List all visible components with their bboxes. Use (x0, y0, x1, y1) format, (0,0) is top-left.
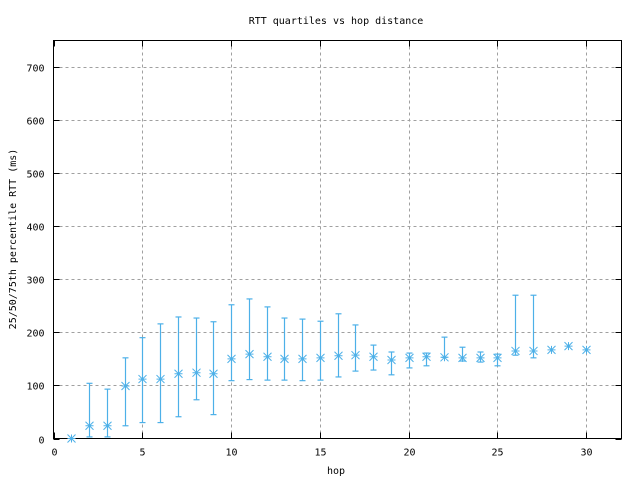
data-point-hop-5 (138, 337, 147, 424)
median-marker (298, 354, 307, 364)
x-tick-label: 15 (314, 448, 326, 459)
plot-border (53, 40, 622, 439)
y-tick-label: 400 (26, 223, 44, 234)
data-point-hop-10 (227, 304, 236, 382)
data-point-hop-17 (351, 324, 360, 372)
y-tick-label: 700 (26, 64, 44, 75)
data-point-hop-12 (263, 306, 272, 381)
median-marker (85, 421, 94, 431)
data-point-hop-24 (476, 351, 485, 363)
median-marker (263, 352, 272, 362)
median-marker (103, 421, 112, 431)
x-axis-label: hop (327, 466, 345, 477)
data-point-hop-19 (387, 351, 396, 376)
data-point-hop-26 (511, 294, 520, 356)
data-point-hop-14 (298, 318, 307, 382)
y-axis-label: 25/50/75th percentile RTT (ms) (8, 149, 19, 330)
ticks: 0 100 200 300 400 500 600 700 0 5 10 15 20 25 30 (26, 40, 622, 459)
data-point-hop-8 (192, 317, 201, 401)
data-point-hop-20 (405, 352, 414, 369)
median-marker (316, 353, 325, 363)
median-marker (476, 353, 485, 363)
data-point-hop-13 (280, 317, 289, 381)
median-marker (192, 368, 201, 378)
median-marker (138, 374, 147, 384)
x-tick-label: 0 (51, 448, 57, 459)
median-marker (280, 354, 289, 364)
data-point-hop-21 (422, 352, 431, 367)
data-point-hop-18 (369, 344, 378, 371)
median-marker (387, 355, 396, 365)
data-point-hop-4 (121, 357, 130, 427)
data-point-hop-22 (440, 336, 449, 362)
median-marker (547, 345, 556, 355)
median-marker (227, 354, 236, 364)
y-tick-label: 100 (26, 382, 44, 393)
data-point-hop-29 (564, 341, 573, 351)
median-marker (422, 352, 431, 362)
median-marker (440, 352, 449, 362)
x-tick-label: 25 (491, 448, 503, 459)
data-point-hop-9 (209, 321, 218, 416)
data-point-hop-25 (493, 353, 502, 367)
data-point-hop-23 (458, 346, 467, 363)
median-marker (529, 346, 538, 356)
median-marker (351, 350, 360, 360)
median-marker (245, 349, 254, 359)
data-point-hop-3 (103, 388, 112, 438)
median-marker (458, 353, 467, 363)
data-point-hop-16 (334, 313, 343, 378)
x-tick-label: 30 (580, 448, 592, 459)
data-point-hop-28 (547, 345, 556, 355)
median-marker (582, 345, 591, 355)
median-marker (564, 341, 573, 351)
x-tick-label: 10 (225, 448, 237, 459)
y-tick-label: 600 (26, 117, 44, 128)
y-tick-label: 0 (38, 436, 44, 447)
chart-title: RTT quartiles vs hop distance (249, 16, 424, 27)
median-marker (209, 369, 218, 379)
median-marker (121, 381, 130, 391)
data-point-hop-1 (67, 434, 76, 443)
median-marker (67, 434, 76, 443)
data-marks (67, 294, 591, 443)
data-point-hop-30 (582, 345, 591, 355)
median-marker (156, 374, 165, 384)
data-point-hop-2 (85, 382, 94, 438)
data-point-hop-7 (174, 316, 183, 418)
x-tick-label: 20 (403, 448, 415, 459)
median-marker (511, 346, 520, 356)
median-marker (174, 369, 183, 379)
y-tick-label: 300 (26, 276, 44, 287)
data-point-hop-6 (156, 323, 165, 424)
y-tick-label: 500 (26, 170, 44, 181)
y-tick-label: 200 (26, 329, 44, 340)
median-marker (405, 353, 414, 363)
data-point-hop-11 (245, 298, 254, 381)
median-marker (334, 351, 343, 361)
data-point-hop-27 (529, 294, 538, 359)
median-marker (493, 353, 502, 363)
median-marker (369, 352, 378, 362)
x-tick-label: 5 (139, 448, 145, 459)
data-point-hop-15 (316, 320, 325, 381)
